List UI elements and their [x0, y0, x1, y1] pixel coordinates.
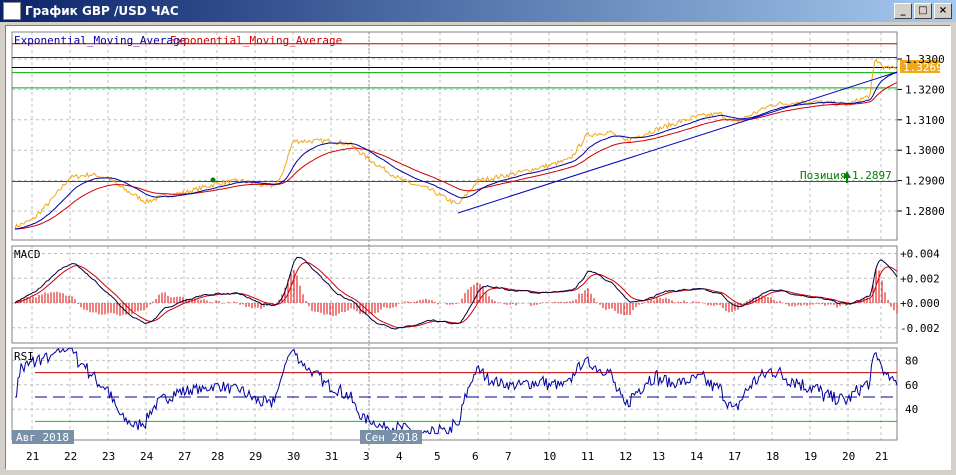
price-tick-label: 1.2800 [905, 205, 945, 218]
day-label: 4 [396, 450, 403, 463]
day-label: 21 [875, 450, 888, 463]
day-label: 22 [64, 450, 77, 463]
day-label: 21 [26, 450, 39, 463]
legend-ema-fast: Exponential_Moving_Average [14, 34, 186, 47]
close-button[interactable]: × [934, 3, 952, 19]
price-tick-label: 1.3000 [905, 144, 945, 157]
macd-tick-label: +0.000 [900, 297, 940, 310]
price-tick-label: 1.3200 [905, 83, 945, 96]
day-label: 28 [211, 450, 224, 463]
day-label: 20 [842, 450, 855, 463]
rsi-tick-label: 80 [905, 354, 918, 367]
day-label: 17 [728, 450, 741, 463]
macd-tick-label: +0.004 [900, 248, 940, 261]
ema-slow-line [14, 82, 898, 230]
position-arrow-icon [843, 171, 851, 183]
legend-ema-slow: Exponential_Moving_Average [170, 34, 342, 47]
day-label: 11 [581, 450, 594, 463]
trend-line [457, 71, 898, 214]
title-bar: График GBP /USD ЧАС _ □ × [0, 0, 956, 22]
chart-icon [3, 2, 21, 20]
day-label: 19 [804, 450, 817, 463]
position-marker [210, 177, 216, 183]
rsi-title: RSI [14, 350, 34, 363]
position-value: 1.2897 [852, 169, 892, 182]
day-label: 23 [102, 450, 115, 463]
day-label: 3 [363, 450, 370, 463]
day-label: 10 [543, 450, 556, 463]
current-price-label: 1.3269 [903, 61, 943, 74]
window-title: График GBP /USD ЧАС [25, 4, 179, 18]
macd-signal-line [14, 261, 898, 328]
day-label: 12 [619, 450, 632, 463]
price-line [14, 58, 898, 230]
price-tick-label: 1.3300 [905, 53, 945, 66]
day-label: 6 [472, 450, 479, 463]
day-label: 30 [287, 450, 300, 463]
macd-tick-label: -0.002 [900, 322, 940, 335]
day-label: 24 [140, 450, 154, 463]
ema-fast-line [14, 72, 898, 230]
month-label-sep: Сен 2018 [365, 431, 418, 444]
price-tick-label: 1.2900 [905, 175, 945, 188]
position-label: Позиция [800, 169, 846, 182]
macd-line [14, 256, 898, 330]
macd-title: MACD [14, 248, 41, 261]
maximize-button[interactable]: □ [914, 3, 932, 19]
macd-panel [11, 245, 898, 344]
macd-tick-label: +0.002 [900, 272, 940, 285]
rsi-line [15, 347, 898, 435]
day-label: 18 [766, 450, 779, 463]
day-label: 29 [249, 450, 262, 463]
day-label: 31 [325, 450, 338, 463]
price-panel [11, 31, 898, 241]
day-label: 27 [178, 450, 191, 463]
rsi-tick-label: 60 [905, 379, 918, 392]
day-label: 5 [434, 450, 441, 463]
day-label: 7 [505, 450, 512, 463]
day-label: 13 [652, 450, 665, 463]
month-label-aug: Авг 2018 [16, 431, 69, 444]
price-tick-label: 1.3100 [905, 114, 945, 127]
rsi-tick-label: 40 [905, 403, 918, 416]
minimize-button[interactable]: _ [894, 3, 912, 19]
rsi-panel [11, 347, 898, 441]
day-label: 14 [690, 450, 704, 463]
